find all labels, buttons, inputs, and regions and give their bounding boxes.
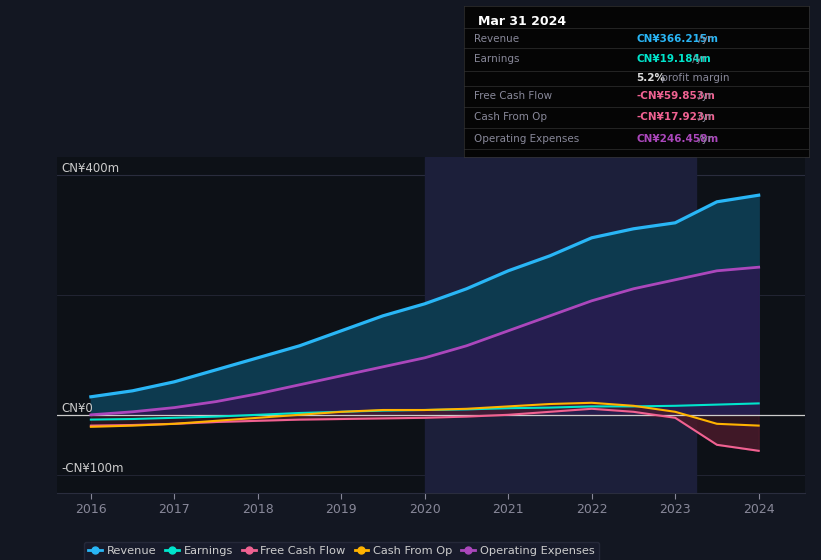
Text: /yr: /yr	[695, 113, 712, 123]
Text: -CN¥59.853m: -CN¥59.853m	[636, 91, 715, 101]
Text: CN¥400m: CN¥400m	[62, 162, 120, 175]
Text: CN¥0: CN¥0	[62, 402, 94, 415]
Text: 5.2%: 5.2%	[636, 73, 665, 83]
Text: profit margin: profit margin	[658, 73, 729, 83]
Text: Operating Expenses: Operating Expenses	[475, 134, 580, 144]
Text: /yr: /yr	[690, 54, 707, 64]
Text: -CN¥17.923m: -CN¥17.923m	[636, 113, 715, 123]
Text: Cash From Op: Cash From Op	[475, 113, 548, 123]
Text: -CN¥100m: -CN¥100m	[62, 462, 124, 475]
Text: Mar 31 2024: Mar 31 2024	[478, 15, 566, 27]
Text: /yr: /yr	[695, 34, 712, 44]
Text: /yr: /yr	[695, 134, 712, 144]
Text: Earnings: Earnings	[475, 54, 520, 64]
Text: Revenue: Revenue	[475, 34, 520, 44]
Text: CN¥19.184m: CN¥19.184m	[636, 54, 711, 64]
Text: CN¥246.458m: CN¥246.458m	[636, 134, 718, 144]
Text: Free Cash Flow: Free Cash Flow	[475, 91, 553, 101]
Bar	[424, 157, 696, 493]
Legend: Revenue, Earnings, Free Cash Flow, Cash From Op, Operating Expenses: Revenue, Earnings, Free Cash Flow, Cash …	[84, 542, 599, 560]
Text: CN¥366.215m: CN¥366.215m	[636, 34, 718, 44]
Text: /yr: /yr	[695, 91, 712, 101]
